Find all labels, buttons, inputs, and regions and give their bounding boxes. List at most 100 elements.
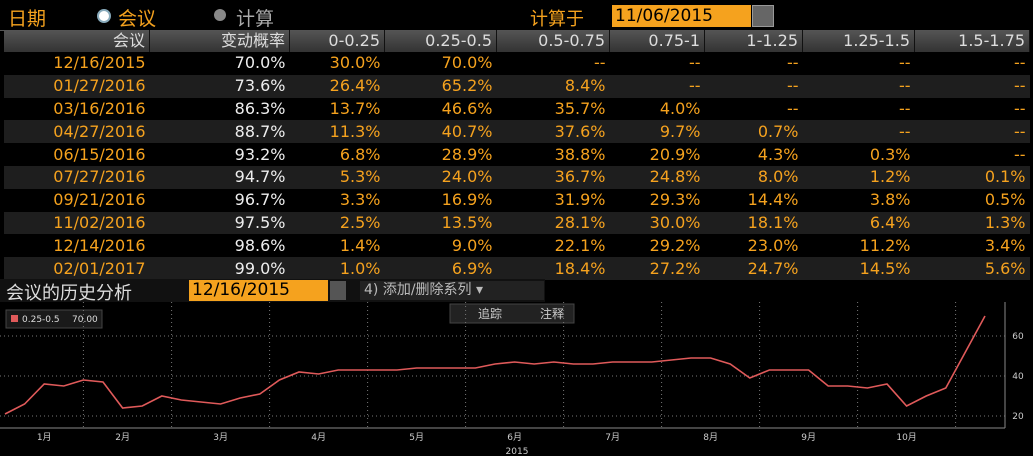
cell: 36.7% [496, 165, 610, 189]
cell: 70.0% [441, 53, 493, 73]
cell: 9.7% [609, 120, 705, 144]
cell: 97.5% [149, 211, 290, 235]
cell: -- [914, 74, 1030, 98]
table-row: 06/15/2016 93.2% 6.8% 28.9% 38.8% 20.9% 4.3% 0.… [4, 143, 1030, 166]
radio[interactable] [97, 9, 111, 23]
calendar-button[interactable] [752, 5, 774, 27]
cell: 2.5% [289, 211, 385, 235]
year-label: 2015 [506, 447, 529, 456]
x-tick-label: 3月 [213, 432, 228, 443]
cell: -- [1013, 144, 1026, 164]
toolbar: 日期 会议 计算 计算于 11/06/2015 [0, 0, 780, 31]
column-header: 1.5-1.75 [914, 30, 1030, 52]
cell: 28.1% [496, 211, 610, 235]
cell: 18.4% [496, 257, 610, 280]
y-tick-label: 20 [1012, 412, 1024, 422]
cell: -- [914, 120, 1030, 144]
cell: 29.3% [649, 190, 701, 210]
column-header: 1.25-1.5 [802, 30, 915, 52]
cell: 14.4% [747, 190, 799, 210]
cell: 30.0% [609, 211, 705, 235]
legend-value: 70.00 [72, 315, 98, 325]
button-group [449, 303, 575, 324]
cell: -- [704, 74, 803, 98]
cell: -- [802, 120, 915, 144]
series-line [4, 315, 986, 415]
cell: 1.2% [802, 165, 915, 189]
cell: -- [609, 74, 705, 98]
meeting-date: 09/21/2016 [53, 190, 146, 210]
table-row: 12/16/2015 70.0% 30.0% 70.0% -- -- -- -- -- [4, 52, 1030, 75]
cell: 24.7% [704, 257, 803, 280]
cell: 0.7% [704, 120, 803, 144]
cell: -- [1013, 53, 1026, 73]
calc-option[interactable]: 计算 [236, 8, 275, 30]
cell: 1.3% [914, 211, 1030, 235]
table-row: 07/27/2016 94.7% 5.3% 24.0% 36.7% 24.8% 8.0% 1.… [4, 165, 1030, 189]
table-row: 01/27/2016 73.6% 26.4% 65.2% 8.4% -- -- -- -- [4, 74, 1030, 98]
radio[interactable] [214, 9, 226, 21]
meeting-option[interactable]: 会议 [118, 8, 157, 30]
table-row: 11/02/2016 97.5% 2.5% 13.5% 28.1% 30.0% 18.1% 6… [4, 211, 1030, 235]
cell: 9.0% [451, 235, 493, 255]
cell: 4.3% [757, 144, 799, 164]
cell: 6.4% [802, 211, 915, 235]
x-tick-label: 5月 [409, 432, 424, 443]
cell: 0.3% [869, 144, 911, 164]
chart-bg [0, 302, 1033, 456]
meeting-date: 07/27/2016 [4, 165, 150, 189]
track-button[interactable]: 追踪 [478, 306, 502, 321]
series-menu[interactable]: 4) 添加/删除系列 ▾ [360, 281, 544, 300]
cell: 65.2% [384, 74, 497, 98]
table-row: 09/21/2016 96.7% 3.3% 16.9% 31.9% 29.3% 14.4% 3… [4, 189, 1030, 212]
meeting-date: 12/16/2015 [53, 53, 146, 73]
cell: 6.9% [384, 257, 497, 280]
column-header: 0.75-1 [609, 30, 705, 52]
cell: 13.5% [384, 211, 497, 235]
x-tick-label: 7月 [605, 432, 620, 443]
cell: 20.9% [649, 144, 701, 164]
cell: 96.7% [234, 190, 286, 210]
probability-table: 会议 变动概率 0-0.25 0.25-0.5 0.5-0.75 0.75-1 1-1.25… [4, 30, 1030, 280]
cell: 8.4% [496, 74, 610, 98]
column-header: 0.25-0.5 [384, 30, 497, 52]
cell: 86.3% [234, 98, 286, 118]
cell: 99.0% [149, 257, 290, 280]
cell: -- [802, 74, 915, 98]
cell: 5.6% [914, 257, 1030, 280]
meeting-date: 03/16/2016 [53, 98, 146, 118]
dropdown-button[interactable] [330, 281, 346, 300]
legend-swatch [11, 315, 18, 322]
cell: 88.7% [149, 120, 290, 144]
cell: 98.6% [234, 235, 286, 255]
cell: 46.6% [441, 98, 493, 118]
cell: 4.0% [659, 98, 701, 118]
cell: -- [898, 98, 911, 118]
cell: 29.2% [649, 235, 701, 255]
date-input[interactable]: 11/06/2015 [612, 5, 751, 27]
cell: -- [898, 53, 911, 73]
cell: -- [786, 53, 799, 73]
cell: 8.0% [704, 165, 803, 189]
cell: 0.5% [984, 190, 1026, 210]
cell: 70.0% [234, 53, 286, 73]
cell: 3.8% [869, 190, 911, 210]
cell: 3.4% [984, 235, 1026, 255]
x-tick-label: 4月 [311, 432, 326, 443]
column-header: 1-1.25 [704, 30, 803, 52]
meeting-date-input[interactable]: 12/16/2015 [189, 280, 328, 301]
cell: 94.7% [149, 165, 290, 189]
date-label: 日期 [8, 8, 47, 30]
cell: 16.9% [441, 190, 493, 210]
cell: 11.2% [859, 235, 911, 255]
legend [5, 309, 103, 329]
column-header: 变动概率 [149, 30, 290, 52]
cell: 40.7% [384, 120, 497, 144]
cell: 11.3% [289, 120, 385, 144]
y-tick-label: 60 [1012, 332, 1024, 342]
meeting-date: 04/27/2016 [4, 120, 150, 144]
cell: -- [688, 53, 701, 73]
annotate-button[interactable]: 注释 [540, 306, 564, 321]
table-row: 04/27/2016 88.7% 11.3% 40.7% 37.6% 9.7% 0.7% --… [4, 120, 1030, 144]
